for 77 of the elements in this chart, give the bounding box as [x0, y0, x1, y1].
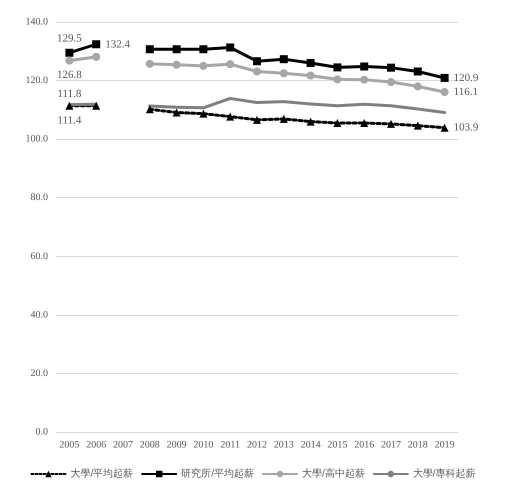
point [306, 59, 315, 67]
point [360, 76, 368, 84]
point [333, 119, 342, 128]
point [92, 40, 100, 48]
x-tick-label: 2005 [59, 440, 80, 450]
point [199, 45, 208, 54]
point [65, 48, 74, 57]
y-tick-label: 20.0 [30, 368, 48, 379]
point [226, 43, 234, 52]
y-tick-label: 140.0 [26, 16, 48, 28]
data-label: 132.4 [105, 38, 130, 50]
point [146, 105, 154, 114]
x-tick-label: 2006 [86, 440, 106, 450]
point [146, 60, 154, 68]
point [226, 60, 234, 68]
point [253, 57, 261, 66]
point [253, 67, 261, 76]
y-tick-label: 120.0 [26, 75, 48, 86]
x-tick-label: 2015 [327, 440, 348, 450]
x-tick-label: 2019 [434, 440, 455, 450]
data-label: 120.9 [454, 72, 479, 84]
point [360, 62, 368, 71]
x-tick-label: 2010 [193, 440, 214, 450]
x-tick-label: 2008 [140, 440, 160, 450]
point [92, 52, 100, 61]
point [387, 120, 395, 128]
point [280, 69, 288, 78]
point [306, 72, 315, 80]
point [360, 119, 368, 128]
x-tick-label: 2016 [354, 440, 374, 450]
x-tick-label: 2007 [113, 440, 133, 450]
y-tick-label: 40.0 [30, 309, 48, 320]
x-tick-label: 2011 [220, 440, 240, 450]
point [65, 102, 74, 110]
y-tick-label: 0.0 [36, 426, 48, 438]
y-tick-label: 80.0 [30, 192, 48, 204]
data-label: 103.9 [454, 122, 479, 134]
x-tick-label: 2013 [274, 440, 294, 450]
legend-label: 研究所/平均起薪 [181, 468, 254, 480]
data-label: 129.5 [57, 32, 82, 44]
data-label: 111.8 [57, 88, 82, 100]
point [306, 118, 315, 126]
point [414, 67, 422, 76]
point [172, 60, 181, 69]
point [146, 45, 154, 54]
point [172, 45, 181, 54]
point [414, 122, 422, 130]
point [333, 63, 342, 72]
x-tick-label: 2014 [300, 440, 321, 450]
data-label: 116.1 [454, 86, 478, 98]
point [414, 82, 422, 90]
point [226, 112, 234, 121]
legend-label: 大學/專科起薪 [412, 468, 476, 480]
point [92, 102, 100, 110]
point [387, 78, 395, 86]
point [199, 110, 208, 118]
point [440, 124, 449, 132]
legend-label: 大學/高中起薪 [302, 468, 365, 480]
legend-label: 大學/平均起薪 [70, 468, 134, 480]
point [253, 116, 261, 124]
x-tick-label: 2012 [247, 440, 267, 450]
point [440, 88, 449, 96]
point [440, 74, 449, 82]
point [333, 75, 342, 84]
data-label: 111.4 [57, 114, 82, 126]
point [280, 114, 288, 123]
y-tick-label: 60.0 [30, 250, 48, 262]
point [65, 56, 74, 65]
data-label: 126.8 [57, 69, 82, 82]
point [280, 55, 288, 64]
y-tick-label: 100.0 [26, 134, 48, 145]
point [199, 62, 208, 70]
point [387, 64, 395, 72]
x-tick-label: 2018 [408, 440, 428, 450]
x-tick-label: 2017 [381, 440, 401, 450]
point [172, 108, 181, 116]
x-tick-label: 2009 [166, 440, 187, 450]
